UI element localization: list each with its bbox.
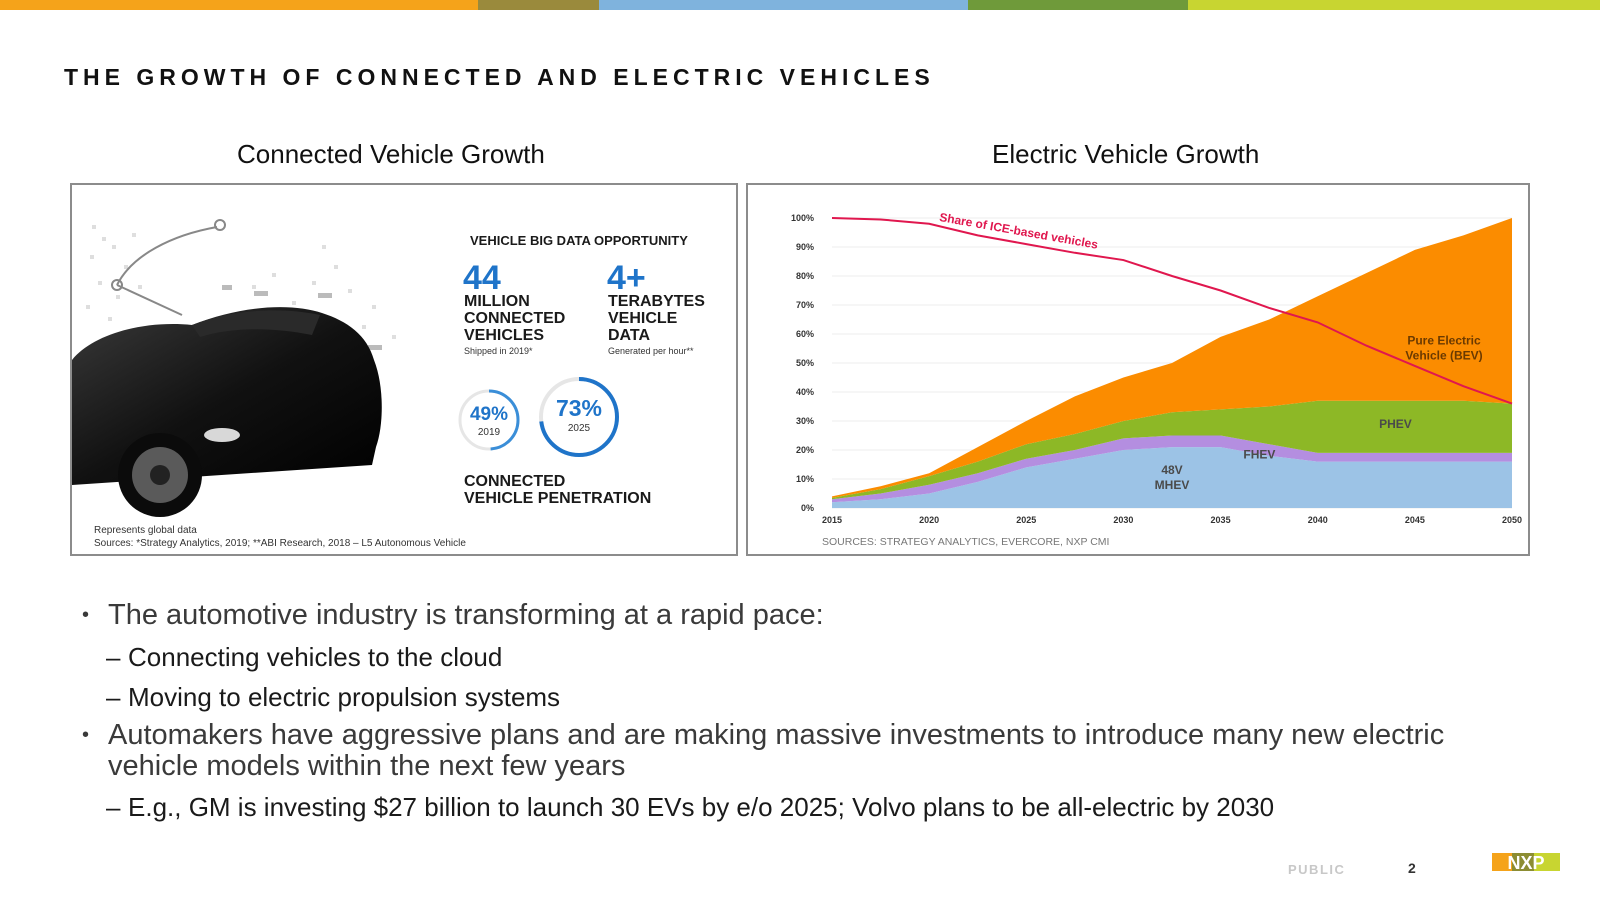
sub-bullet-dash: – [106, 642, 121, 672]
stat2-line: DATA [608, 327, 651, 344]
ring-2019-year: 2019 [477, 427, 501, 438]
sub-bullet-item: – Moving to electric propulsion systems [106, 682, 560, 713]
terabytes-note: Generated per hour** [608, 346, 694, 356]
ring-2025-percent: 73% [555, 395, 603, 421]
sources-note: Sources: *Strategy Analytics, 2019; **AB… [94, 538, 466, 549]
series-label: MHEV [1155, 478, 1190, 492]
x-tick-label: 2025 [1016, 515, 1036, 525]
ring-2019-percent: 49% [469, 404, 509, 425]
ev-growth-chart: 0% 10% 20% 30% 40% 50% 60% 70% 80% 90% 100% 2015 202… [791, 210, 1522, 525]
y-tick-label: 90% [796, 242, 814, 252]
x-tick-label: 2040 [1308, 515, 1328, 525]
electric-vehicle-chart-panel: 0% 10% 20% 30% 40% 50% 60% 70% 80% 90% 100% 2015 202… [746, 183, 1530, 556]
connected-vehicles-number: 44 [463, 259, 501, 297]
big-data-heading: VEHICLE BIG DATA OPPORTUNITY [470, 233, 688, 248]
x-tick-label: 2020 [919, 515, 939, 525]
stat1-line: VEHICLES [464, 327, 545, 344]
bullet-text: The automotive industry is transforming … [108, 599, 824, 631]
y-tick-label: 20% [796, 445, 814, 455]
sub-bullet-dash: – [106, 682, 121, 712]
bullet-dot: • [82, 604, 90, 626]
connected-vehicles-note: Shipped in 2019* [464, 346, 533, 356]
nxp-logo: NXP [1492, 853, 1560, 873]
x-tick-label: 2050 [1502, 515, 1522, 525]
series-label: FHEV [1243, 448, 1275, 462]
slide-title: THE GROWTH OF CONNECTED AND ELECTRIC VEH… [64, 64, 935, 90]
sub-bullet-dash: – [106, 792, 121, 822]
bullet-text: Automakers have aggressive plans and are… [108, 719, 1445, 782]
area-48v-mhev [832, 447, 1512, 508]
series-label: PHEV [1379, 417, 1412, 431]
penetration-line: CONNECTED [464, 473, 566, 490]
y-tick-label: 50% [796, 358, 814, 368]
terabytes-number: 4+ [607, 259, 646, 297]
stat1-line: CONNECTED [464, 310, 566, 327]
x-tick-label: 2030 [1113, 515, 1133, 525]
ring-2025-year: 2025 [567, 423, 591, 434]
sub-bullet-item: – Connecting vehicles to the cloud [106, 642, 502, 673]
y-tick-label: 0% [801, 503, 814, 513]
penetration-label: CONNECTED VEHICLE PENETRATION [464, 473, 651, 507]
sub-bullet-text: E.g., GM is investing $27 billion to lau… [128, 792, 1275, 822]
top-accent-bar [0, 0, 1600, 10]
accent-segment-blue [599, 0, 968, 10]
x-tick-label: 2035 [1211, 515, 1231, 525]
connected-vehicle-infographic: VEHICLE BIG DATA OPPORTUNITY 44 MILLION … [70, 183, 738, 556]
electric-vehicle-heading: Electric Vehicle Growth [992, 139, 1260, 169]
sub-bullet-text: Connecting vehicles to the cloud [128, 642, 503, 672]
y-tick-label: 60% [796, 329, 814, 339]
car-image [72, 219, 396, 517]
ring-2025-arc [539, 377, 619, 457]
nxp-logo-text: NXP [1507, 853, 1544, 873]
accent-segment-olive [478, 0, 599, 10]
connected-vehicles-label: MILLION CONNECTED VEHICLES [464, 293, 614, 344]
sub-bullet-item: – E.g., GM is investing $27 billion to la… [106, 792, 1274, 823]
ring-2025-chart [539, 377, 619, 457]
y-tick-label: 70% [796, 300, 814, 310]
sub-bullet-text: Moving to electric propulsion systems [128, 682, 561, 712]
ring-2019-chart [458, 389, 520, 451]
series-label: 48V [1161, 463, 1182, 477]
x-tick-label: 2045 [1405, 515, 1425, 525]
accent-segment-lime [1188, 0, 1600, 10]
accent-segment-green [968, 0, 1188, 10]
series-label: Vehicle (BEV) [1405, 348, 1482, 362]
page-number: 2 [1408, 860, 1416, 876]
chart-source: SOURCES: STRATEGY ANALYTICS, EVERCORE, N… [822, 536, 1110, 548]
terabytes-label: TERABYTES VEHICLE DATA [608, 293, 736, 344]
area-phev [832, 400, 1512, 500]
ice-share-line [831, 217, 1513, 405]
bullet-dot: • [82, 724, 90, 746]
y-tick-label: 100% [791, 213, 814, 223]
stat1-line: MILLION [464, 293, 530, 310]
ring-2019-arc [458, 389, 520, 451]
penetration-line: VEHICLE PENETRATION [464, 490, 652, 507]
x-tick-label: 2015 [822, 515, 842, 525]
series-label: Pure Electric [1407, 333, 1481, 347]
connected-vehicle-heading: Connected Vehicle Growth [237, 139, 545, 169]
y-tick-label: 80% [796, 271, 814, 281]
area-fhev [832, 435, 1512, 503]
y-tick-label: 30% [796, 416, 814, 426]
classification-label: PUBLIC [1288, 862, 1346, 877]
stat2-line: TERABYTES [608, 293, 705, 310]
accent-segment-orange [0, 0, 478, 10]
y-tick-label: 40% [796, 387, 814, 397]
global-data-note: Represents global data [94, 525, 197, 536]
stat2-line: VEHICLE [608, 310, 678, 327]
area-pure-electric-vehicle-bev- [832, 218, 1512, 498]
y-tick-label: 10% [796, 474, 814, 484]
